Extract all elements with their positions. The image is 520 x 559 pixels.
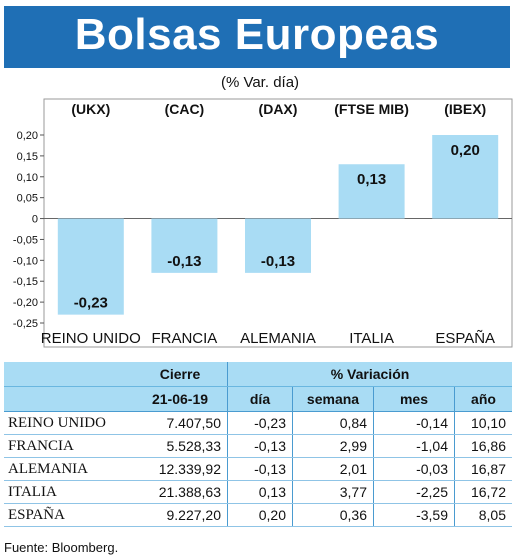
title-banner: Bolsas Europeas [4,6,510,68]
semana-cell: 2,01 [292,457,374,481]
y-tick-label: -0,05 [13,234,38,246]
index-code-label: (CAC) [165,101,205,117]
ano-cell: 10,10 [454,411,512,435]
mes-cell: -1,04 [373,434,455,458]
cierre-cell: 9.227,20 [133,503,228,527]
ano-cell: 16,87 [454,457,512,481]
category-label: FRANCIA [151,330,217,347]
cierre-header: Cierre [133,362,228,387]
ano-cell: 8,05 [454,503,512,527]
value-label: -0,13 [167,253,201,270]
chart-subtitle: (% Var. día) [220,74,300,91]
table-row: ALEMANIA 12.339,92 -0,13 2,01 -0,03 16,8… [4,457,512,481]
country-cell: ESPAÑA [4,503,133,527]
value-label: -0,23 [74,295,108,312]
data-table: Cierre % Variación 21-06-19 día semana m… [4,362,512,527]
value-label: 0,13 [357,171,386,188]
semana-cell: 0,84 [292,411,374,435]
mes-header: mes [373,386,455,412]
variacion-header: % Variación [227,362,512,387]
corner-header-lower [4,386,133,412]
y-tick-label: -0,10 [13,255,38,267]
country-cell: REINO UNIDO [4,411,133,435]
table-row: ITALIA 21.388,63 0,13 3,77 -2,25 16,72 [4,480,512,504]
semana-cell: 3,77 [292,480,374,504]
mes-cell: -3,59 [373,503,455,527]
table-row: FRANCIA 5.528,33 -0,13 2,99 -1,04 16,86 [4,434,512,458]
index-code-label: (UKX) [71,101,110,117]
semana-header: semana [292,386,374,412]
dia-header: día [227,386,293,412]
index-code-label: (DAX) [259,101,298,117]
y-tick-label: -0,20 [13,297,38,309]
cierre-cell: 21.388,63 [133,480,228,504]
semana-cell: 0,36 [292,503,374,527]
dia-cell: 0,20 [227,503,293,527]
y-tick-label: 0,15 [17,151,38,163]
index-code-label: (IBEX) [444,101,486,117]
ano-cell: 16,72 [454,480,512,504]
bar [151,218,218,273]
bar [432,135,499,219]
category-label: REINO UNIDO [41,330,141,347]
page-title: Bolsas Europeas [74,10,440,59]
country-cell: ALEMANIA [4,457,133,481]
y-tick-label: 0,05 [17,193,38,205]
bar [57,218,124,315]
y-tick-label: 0 [32,214,38,226]
semana-cell: 2,99 [292,434,374,458]
source-note: Fuente: Bloomberg. [4,540,119,555]
y-tick-label: -0,15 [13,276,38,288]
mes-cell: -0,14 [373,411,455,435]
bar-chart: 0,20 0,15 0,10 0,05 0 -0,05 -0,10 -0,15 -0,20 -0,… [13,98,513,348]
ano-cell: 16,86 [454,434,512,458]
index-code-label: (FTSE MIB) [334,101,409,117]
country-cell: FRANCIA [4,434,133,458]
corner-header [4,362,133,387]
country-cell: ITALIA [4,480,133,504]
dia-cell: -0,13 [227,434,293,458]
cierre-cell: 7.407,50 [133,411,228,435]
table-row: REINO UNIDO 7.407,50 -0,23 0,84 -0,14 10… [4,411,512,435]
y-tick-label: -0,25 [13,318,38,330]
category-label: ESPAÑA [435,330,495,347]
cierre-cell: 5.528,33 [133,434,228,458]
ano-header: año [454,386,512,412]
mes-cell: -0,03 [373,457,455,481]
mes-cell: -2,25 [373,480,455,504]
dia-cell: -0,23 [227,411,293,435]
category-label: ALEMANIA [240,330,316,347]
dia-cell: 0,13 [227,480,293,504]
table-row: ESPAÑA 9.227,20 0,20 0,36 -3,59 8,05 [4,503,512,527]
category-label: ITALIA [349,330,394,347]
value-label: -0,13 [261,253,295,270]
y-tick-label: 0,10 [17,172,38,184]
bar [245,218,311,273]
value-label: 0,20 [451,142,480,159]
y-tick-label: 0,20 [17,130,38,142]
bar [338,164,405,219]
fecha-header: 21-06-19 [133,386,228,412]
dia-cell: -0,13 [227,457,293,481]
cierre-cell: 12.339,92 [133,457,228,481]
plot-frame [43,98,513,348]
